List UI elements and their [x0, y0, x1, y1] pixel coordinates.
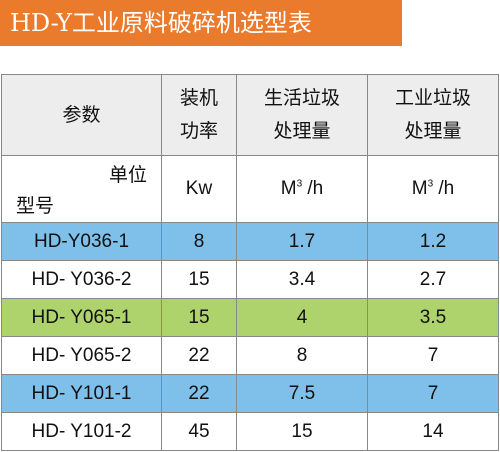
unit-row: 单位 型号 Kw M3 /h M3 /h — [1, 155, 499, 223]
page-title: HD-Y工业原料破碎机选型表 — [10, 9, 312, 37]
unit-model-cell: 单位 型号 — [1, 155, 162, 223]
industrial-cell: 7 — [367, 374, 499, 413]
title-banner: HD-Y工业原料破碎机选型表 — [0, 0, 402, 46]
header-industrial-line2: 处理量 — [404, 121, 462, 142]
domestic-cell: 7.5 — [236, 374, 368, 413]
header-industrial: 工业垃圾 处理量 — [367, 74, 499, 156]
power-cell: 15 — [161, 298, 237, 337]
header-domestic-line2: 处理量 — [273, 121, 331, 142]
domestic-cell: 3.4 — [236, 260, 368, 299]
model-cell: HD- Y036-2 — [1, 260, 162, 299]
spec-table: 参数 装机 功率 生活垃圾 处理量 工业垃圾 处理量 单位 型号 Kw M3 /… — [1, 74, 499, 451]
table-row: HD- Y036-2 15 3.4 2.7 — [1, 260, 499, 299]
power-cell: 8 — [161, 222, 237, 261]
header-domestic-line1: 生活垃圾 — [263, 88, 340, 109]
table-row: HD-Y036-1 8 1.7 1.2 — [1, 222, 499, 261]
industrial-cell: 2.7 — [367, 260, 499, 299]
domestic-cell: 15 — [236, 412, 368, 451]
header-power-line2: 功率 — [179, 121, 218, 142]
industrial-cell: 7 — [367, 336, 499, 375]
model-cell: HD- Y065-2 — [1, 336, 162, 375]
header-power: 装机 功率 — [161, 74, 237, 156]
power-cell: 15 — [161, 260, 237, 299]
domestic-unit-base: M — [280, 178, 297, 199]
industrial-cell: 3.5 — [367, 298, 499, 337]
model-cell: HD- Y065-1 — [1, 298, 162, 337]
header-domestic: 生活垃圾 处理量 — [236, 74, 368, 156]
domestic-unit-rest: /h — [302, 178, 324, 199]
table-row: HD- Y101-2 45 15 14 — [1, 412, 499, 451]
domestic-cell: 8 — [236, 336, 368, 375]
model-label: 型号 — [16, 196, 55, 217]
domestic-unit: M3 /h — [236, 155, 368, 223]
domestic-cell: 1.7 — [236, 222, 368, 261]
power-unit: Kw — [161, 155, 237, 223]
header-row: 参数 装机 功率 生活垃圾 处理量 工业垃圾 处理量 — [1, 74, 499, 156]
header-industrial-line1: 工业垃圾 — [394, 88, 471, 109]
unit-label: 单位 — [108, 165, 147, 186]
industrial-unit-rest: /h — [433, 178, 455, 199]
industrial-unit-base: M — [411, 178, 428, 199]
power-cell: 22 — [161, 336, 237, 375]
table-row: HD- Y101-1 22 7.5 7 — [1, 374, 499, 413]
industrial-cell: 1.2 — [367, 222, 499, 261]
model-cell: HD- Y101-1 — [1, 374, 162, 413]
model-cell: HD- Y101-2 — [1, 412, 162, 451]
header-param-label: 参数 — [62, 104, 101, 126]
industrial-unit: M3 /h — [367, 155, 499, 223]
model-cell: HD-Y036-1 — [1, 222, 162, 261]
domestic-unit-sup: 3 — [296, 178, 303, 190]
industrial-cell: 14 — [367, 412, 499, 451]
table-row: HD- Y065-1 15 4 3.5 — [1, 298, 499, 337]
power-cell: 22 — [161, 374, 237, 413]
table-row: HD- Y065-2 22 8 7 — [1, 336, 499, 375]
domestic-cell: 4 — [236, 298, 368, 337]
header-power-line1: 装机 — [179, 88, 218, 109]
header-param: 参数 — [1, 74, 162, 156]
industrial-unit-sup: 3 — [427, 178, 434, 190]
power-cell: 45 — [161, 412, 237, 451]
